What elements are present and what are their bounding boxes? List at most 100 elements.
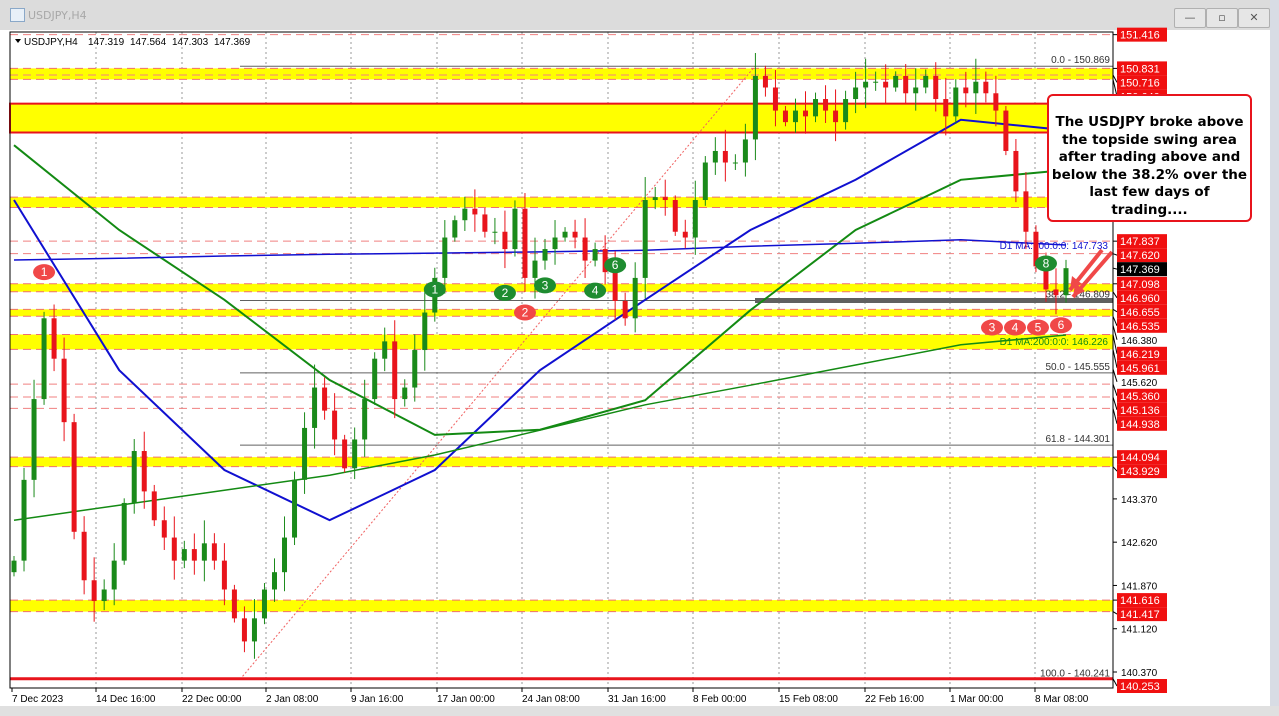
candle-body xyxy=(292,479,298,538)
candle-body xyxy=(532,260,538,278)
fib-level-label: 100.0 - 140.241 xyxy=(1040,668,1110,679)
price-label: 145.360 xyxy=(1120,391,1160,403)
candle-body xyxy=(342,439,348,469)
candle-body xyxy=(51,318,57,359)
candle-body xyxy=(813,99,819,117)
support-resistance-zone xyxy=(10,103,1113,133)
swing-marker-label: 4 xyxy=(1012,321,1019,335)
price-label-box xyxy=(1117,346,1167,361)
swing-marker xyxy=(33,264,56,281)
candle-body xyxy=(502,231,508,250)
candle-body xyxy=(412,350,418,388)
symbol-label: USDJPY,H4 xyxy=(24,37,78,48)
candle-body xyxy=(322,387,328,411)
swing-marker-label: 6 xyxy=(1058,318,1065,332)
candle-body xyxy=(732,162,738,164)
y-tick xyxy=(1112,349,1118,368)
y-tick xyxy=(1112,79,1118,97)
candle-body xyxy=(692,200,698,238)
arrow-head-icon xyxy=(1073,283,1085,297)
support-resistance-zone xyxy=(10,309,1113,317)
candle-body xyxy=(191,549,197,561)
ma100-label: D1 MA:100:0:0: 147.733 xyxy=(1000,241,1109,252)
y-tick xyxy=(1112,316,1118,326)
candle-body xyxy=(973,81,979,94)
swing-marker-label: 3 xyxy=(542,278,549,292)
swing-marker-label: 3 xyxy=(989,321,996,335)
price-label: 146.535 xyxy=(1120,321,1160,333)
y-tick xyxy=(1112,611,1118,615)
current-price-box xyxy=(1117,262,1167,277)
candle-body xyxy=(582,237,588,261)
candle-body xyxy=(332,410,338,440)
candle-body xyxy=(552,237,558,250)
candle-body xyxy=(772,87,778,111)
y-tick xyxy=(1112,368,1118,382)
minimize-button[interactable]: — xyxy=(1174,8,1206,28)
candle-body xyxy=(1013,150,1019,192)
support-resistance-zone xyxy=(10,457,1113,467)
swing-marker xyxy=(1027,319,1049,336)
candle-body xyxy=(853,87,859,100)
price-label-box xyxy=(1117,679,1167,693)
swing-marker-label: 6 xyxy=(612,258,619,272)
price-label: 146.655 xyxy=(1120,307,1160,319)
candle-body xyxy=(21,479,27,561)
candle-body xyxy=(983,81,989,94)
candle-body xyxy=(11,560,17,573)
x-tick-label: 24 Jan 08:00 xyxy=(522,694,580,705)
maximize-button[interactable]: ▫ xyxy=(1206,8,1238,28)
candle-body xyxy=(782,110,788,123)
candle-body xyxy=(752,75,758,140)
price-label-box xyxy=(1117,276,1167,291)
candle-body xyxy=(652,197,658,201)
candle-body xyxy=(762,75,768,88)
candle-body xyxy=(682,231,688,238)
ma200-label: D1 MA:200:0:0: 146.226 xyxy=(1000,337,1109,348)
status-strip xyxy=(0,706,1279,716)
candle-body xyxy=(943,99,949,117)
price-label: 147.837 xyxy=(1120,236,1160,248)
y-tick xyxy=(1112,308,1118,313)
candle-body xyxy=(81,531,87,581)
candle-body xyxy=(642,200,648,278)
y-tick xyxy=(1112,678,1118,687)
candle-body xyxy=(953,87,959,117)
ohlc-close: 147.369 xyxy=(214,37,251,48)
candle-body xyxy=(712,150,718,163)
x-tick-label: 8 Mar 08:00 xyxy=(1035,694,1089,705)
support-resistance-zone xyxy=(10,600,1113,612)
chart-window-icon xyxy=(10,8,25,22)
candle-body xyxy=(362,399,368,440)
candle-body xyxy=(522,208,528,278)
candle-body xyxy=(833,110,839,123)
y-tick-label: 140.370 xyxy=(1121,668,1158,679)
price-label: 144.938 xyxy=(1120,419,1160,431)
price-label: 141.616 xyxy=(1120,595,1160,607)
candle-body xyxy=(863,81,869,88)
price-label-box xyxy=(1117,360,1167,375)
candle-body xyxy=(933,75,939,100)
swing-marker xyxy=(513,304,536,321)
annotation-box: The USDJPY broke above the topside swing… xyxy=(1047,94,1252,222)
swing-marker-label: 1 xyxy=(431,282,438,296)
swing-marker xyxy=(604,257,627,274)
candle-body xyxy=(271,572,277,590)
swing-marker xyxy=(423,281,446,298)
y-tick xyxy=(1112,74,1118,83)
y-tick xyxy=(1112,383,1118,396)
candle-body xyxy=(883,81,889,88)
candle-body xyxy=(241,618,247,642)
x-tick-label: 15 Feb 08:00 xyxy=(779,694,838,705)
swing-marker-label: 1 xyxy=(41,265,48,279)
close-button[interactable]: ✕ xyxy=(1238,8,1270,28)
support-resistance-zone xyxy=(10,197,1113,208)
y-tick xyxy=(1112,396,1118,410)
candle-body xyxy=(893,75,899,88)
candle-body xyxy=(482,214,488,232)
candle-body xyxy=(41,318,47,400)
candle-body xyxy=(201,543,207,561)
price-label: 145.136 xyxy=(1120,405,1160,417)
fib-level-label: 61.8 - 144.301 xyxy=(1046,434,1111,445)
